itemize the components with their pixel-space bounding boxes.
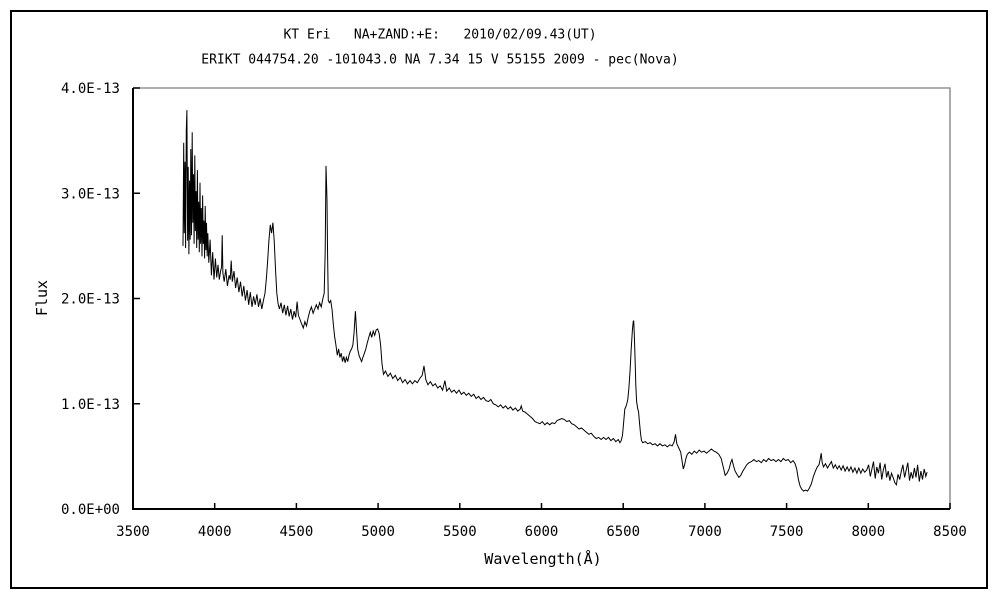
x-tick-label: 8000 [851, 524, 885, 540]
y-tick-label: 3.0E-13 [61, 186, 120, 202]
y-tick-label: 2.0E-13 [61, 292, 120, 308]
y-tick-label: 4.0E-13 [61, 81, 120, 97]
spectrum-trace [182, 110, 928, 492]
plot-axes [132, 88, 950, 510]
x-tick-label: 7500 [770, 524, 804, 540]
x-tick-label: 6500 [606, 524, 640, 540]
x-tick-label: 4000 [198, 524, 232, 540]
plot-box-top-right [133, 87, 951, 509]
x-tick-label: 7000 [688, 524, 722, 540]
x-tick-label: 8500 [933, 524, 967, 540]
x-tick-label: 3500 [116, 524, 150, 540]
x-tick-label: 5000 [361, 524, 395, 540]
x-tick-label: 6000 [525, 524, 559, 540]
figure-border [10, 10, 988, 589]
y-tick-label: 0.0E+00 [61, 502, 120, 518]
x-tick-label: 5500 [443, 524, 477, 540]
y-tick-label: 1.0E-13 [61, 397, 120, 413]
chart-title-line2: ERIKT 044754.20 -101043.0 NA 7.34 15 V 5… [201, 52, 679, 68]
y-axis-label: Flux [33, 279, 51, 317]
chart-title-line1: KT Eri NA+ZAND:+E: 2010/02/09.43(UT) [283, 27, 597, 43]
x-axis-label: Wavelength(Å) [484, 550, 602, 568]
x-tick-label: 4500 [280, 524, 314, 540]
